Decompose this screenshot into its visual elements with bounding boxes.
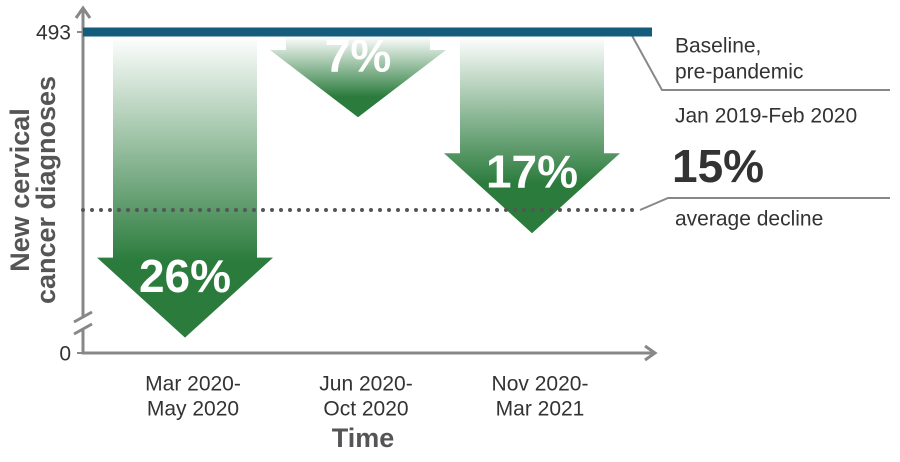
baseline-connector: [629, 31, 890, 91]
value-label: 17%: [486, 145, 578, 197]
value-label: 7%: [325, 29, 391, 81]
x-axis-title: Time: [332, 423, 395, 453]
x-tick-label: Nov 2020-: [492, 373, 589, 396]
x-tick-label: Oct 2020: [323, 398, 408, 421]
y-axis-title-line: cancer diagnoses: [31, 76, 61, 304]
average-connector: [639, 197, 890, 211]
decline-arrow: [97, 36, 273, 338]
x-tick-label: Mar 2020-: [145, 373, 241, 396]
decline-arrow: [444, 36, 620, 234]
average-value: 15%: [672, 140, 764, 192]
y-axis-title: New cervical cancer diagnoses: [5, 76, 61, 304]
y-tick-label: 493: [36, 22, 71, 45]
axis-break: [73, 310, 93, 324]
x-axis-arrow: [644, 344, 658, 362]
y-axis-arrow: [74, 5, 92, 19]
x-tick-label: Mar 2021: [496, 398, 585, 421]
baseline-label: Baseline,: [675, 35, 761, 58]
baseline-label: pre-pandemic: [675, 61, 803, 84]
value-label: 26%: [139, 250, 231, 302]
x-tick-label: Jun 2020-: [319, 373, 412, 396]
y-axis-title-line: New cervical: [5, 108, 35, 272]
axis-break: [73, 322, 93, 336]
decline-arrow: [270, 36, 446, 118]
baseline-period: Jan 2019-Feb 2020: [675, 105, 857, 128]
x-axis: [81, 330, 655, 355]
average-text: average decline: [675, 208, 823, 231]
y-tick-label: 0: [59, 343, 71, 366]
x-tick-label: May 2020: [147, 398, 239, 421]
